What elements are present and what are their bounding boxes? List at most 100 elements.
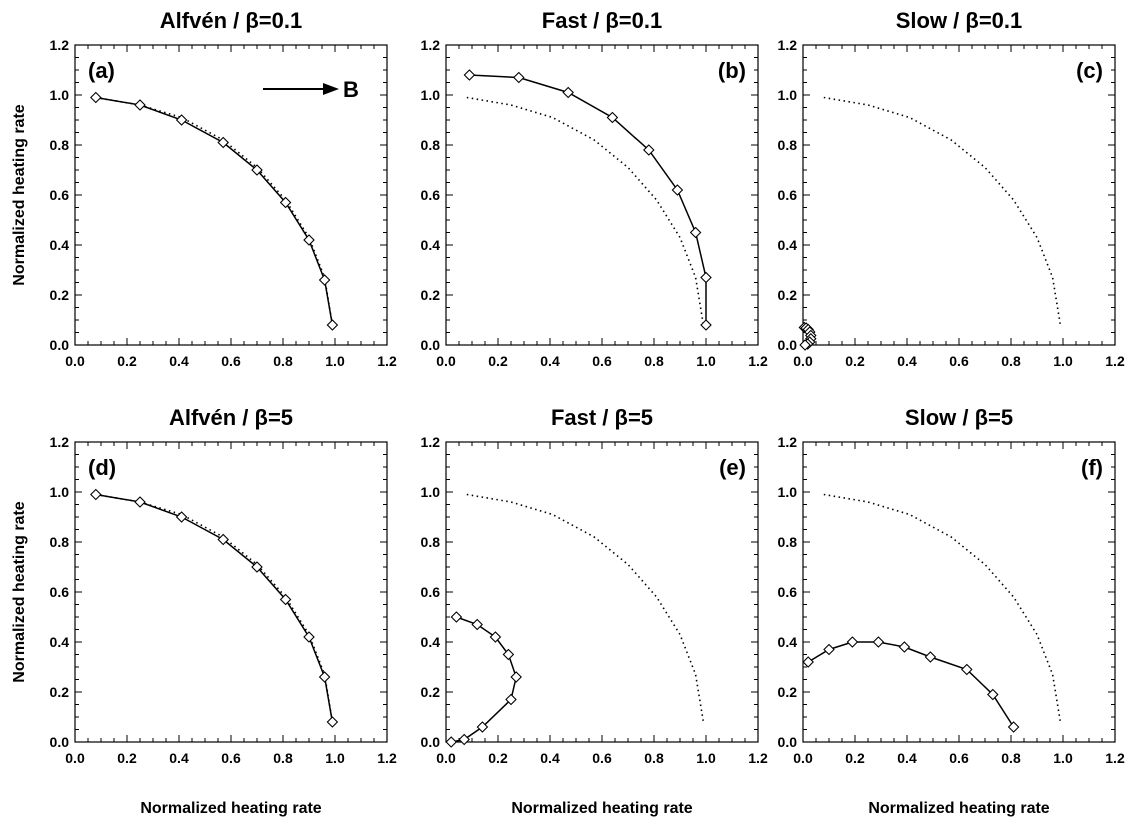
diamond-marker	[700, 319, 712, 331]
y-tick-label: 0.2	[778, 287, 798, 303]
series-layer	[90, 488, 339, 728]
diamond-marker	[700, 271, 712, 284]
y-tick-label: 0.4	[778, 634, 798, 650]
diamond-marker	[251, 561, 263, 573]
x-tick-label: 1.2	[1105, 353, 1125, 369]
diamond-marker	[217, 533, 229, 546]
x-tick-label: 0.0	[65, 353, 85, 369]
x-tick-label: 0.8	[1001, 750, 1021, 766]
diamond-marker	[134, 496, 146, 508]
panel-title: Slow / β=0.1	[896, 8, 1023, 33]
y-ticks: 0.0 0.2 0.4 0.6 0.8 1.0 1.2	[778, 37, 1115, 353]
x-tick-label: 0.6	[592, 353, 612, 369]
series-layer	[90, 91, 339, 331]
diamond-marker	[513, 71, 525, 84]
x-tick-label: 0.4	[897, 750, 917, 766]
x-tick-label: 0.6	[949, 353, 969, 369]
x-tick-label: 0.2	[488, 353, 508, 369]
x-tick-label: 1.0	[1053, 750, 1073, 766]
y-tick-label: 1.0	[778, 87, 798, 103]
panel-title: Fast / β=0.1	[542, 8, 662, 33]
diamond-marker	[175, 114, 188, 126]
diamond-marker	[326, 716, 339, 728]
y-tick-label: 0.0	[50, 734, 70, 750]
diamond-marker	[303, 631, 315, 643]
plot-frame	[74, 441, 388, 743]
x-tick-label: 0.0	[436, 353, 456, 369]
x-tick-label: 0.4	[897, 353, 917, 369]
diamond-marker	[476, 721, 489, 733]
y-tick-label: 1.0	[421, 87, 441, 103]
x-tick-label: 0.4	[169, 750, 189, 766]
y-tick-label: 0.8	[421, 137, 441, 153]
diamond-marker	[318, 274, 331, 286]
x-tick-label: 0.4	[540, 353, 560, 369]
x-axis-label-left: Normalized heating rate	[140, 800, 321, 817]
reference-curve	[823, 493, 1062, 723]
y-ticks: 0.0 0.2 0.4 0.6 0.8 1.0 1.2	[50, 37, 387, 353]
y-tick-label: 1.2	[421, 434, 441, 450]
x-tick-label: 1.0	[1053, 353, 1073, 369]
reference-curve	[466, 96, 705, 326]
field-label: B	[343, 77, 359, 102]
panel-label: (e)	[719, 455, 746, 480]
diamond-marker	[217, 136, 229, 149]
y-tick-label: 0.8	[778, 137, 798, 153]
x-tick-label: 0.0	[436, 750, 456, 766]
data-series-line	[95, 493, 334, 723]
plot-frame	[445, 44, 759, 346]
diamond-marker	[279, 593, 292, 606]
panel-b: Fast / β=0.1 0.0 0.2 0.4 0.6 0.8 1.0 1.2 0.00.…	[421, 8, 768, 369]
y-tick-label: 1.2	[421, 37, 441, 53]
y-axis-label-top: Normalized heating rate	[11, 104, 28, 285]
diamond-marker	[175, 511, 188, 523]
x-tick-label: 0.8	[273, 750, 293, 766]
y-tick-label: 0.6	[778, 187, 798, 203]
y-tick-label: 0.6	[50, 584, 70, 600]
diamond-marker	[510, 671, 522, 683]
y-ticks: 0.0 0.2 0.4 0.6 0.8 1.0 1.2	[421, 434, 758, 750]
x-tick-label: 1.2	[377, 750, 397, 766]
x-tick-label: 0.6	[221, 750, 241, 766]
y-tick-label: 0.2	[50, 287, 70, 303]
diamond-marker	[643, 144, 655, 156]
diamond-marker	[318, 671, 331, 683]
y-tick-label: 1.0	[50, 87, 70, 103]
diamond-marker	[471, 618, 483, 631]
panel-title: Alfvén / β=5	[169, 405, 293, 430]
x-tick-label: 0.2	[488, 750, 508, 766]
diamond-marker	[445, 736, 457, 748]
diamond-marker	[450, 611, 463, 623]
y-tick-label: 1.0	[421, 484, 441, 500]
y-tick-label: 0.8	[50, 534, 70, 550]
y-tick-label: 0.2	[50, 684, 70, 700]
panel-c: Slow / β=0.1 0.0 0.2 0.4 0.6 0.8 1.0 1.2 0.00.…	[778, 8, 1125, 369]
y-tick-label: 0.2	[421, 287, 441, 303]
diamond-marker	[90, 91, 102, 104]
y-tick-label: 0.2	[778, 684, 798, 700]
y-tick-label: 0.0	[50, 337, 70, 353]
y-tick-label: 0.6	[50, 187, 70, 203]
x-ticks: 0.0 0.2 0.4 0.6 0.8 1.0 1.2	[65, 45, 397, 369]
diamond-marker	[671, 184, 684, 196]
x-tick-label: 0.8	[644, 353, 664, 369]
reference-curve	[823, 96, 1062, 326]
diamond-marker	[502, 648, 515, 661]
x-tick-label: 1.2	[377, 353, 397, 369]
x-tick-label: 0.0	[793, 353, 813, 369]
diamond-marker	[463, 69, 476, 81]
y-tick-label: 1.0	[50, 484, 70, 500]
diamond-marker	[987, 688, 999, 701]
diamond-marker	[802, 656, 814, 668]
series-layer	[445, 493, 705, 748]
diamond-marker	[326, 319, 339, 331]
x-ticks: 0.0 0.2 0.4 0.6 0.8 1.0 1.2	[436, 45, 768, 369]
diamond-marker	[279, 196, 292, 209]
panel-f: Slow / β=5 0.0 0.2 0.4 0.6 0.8 1.0 1.2 0.00.20…	[778, 405, 1125, 766]
panel-e: Fast / β=5 0.0 0.2 0.4 0.6 0.8 1.0 1.2 0.00.20…	[421, 405, 768, 766]
diamond-marker	[1007, 721, 1020, 733]
reference-curve	[95, 96, 334, 326]
x-tick-label: 0.2	[117, 750, 137, 766]
panel-d: Alfvén / β=5 0.0 0.2 0.4 0.6 0.8 1.0 1.2 0.00.…	[50, 405, 397, 766]
